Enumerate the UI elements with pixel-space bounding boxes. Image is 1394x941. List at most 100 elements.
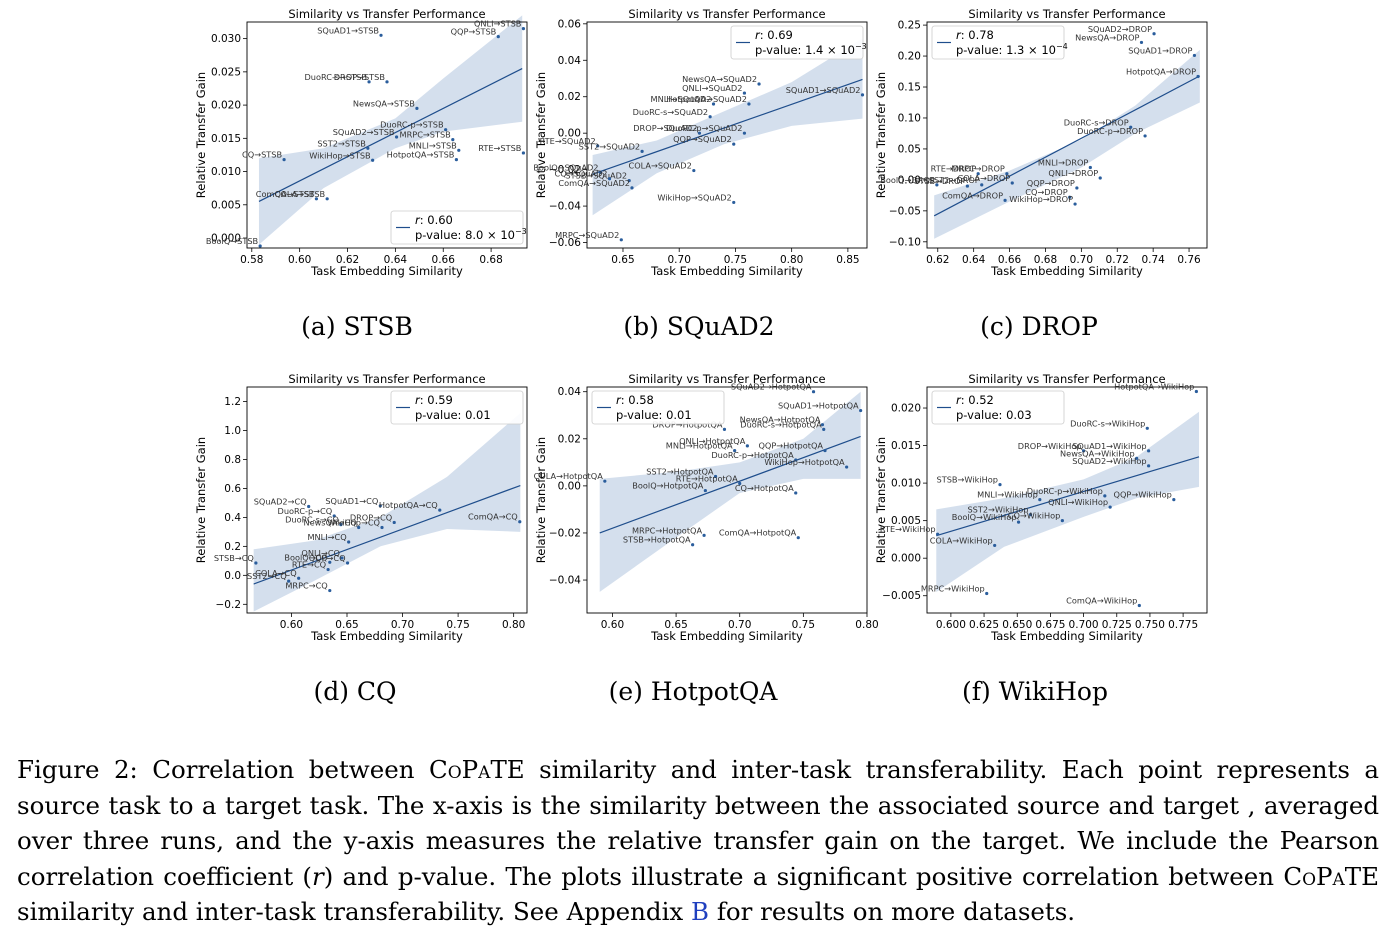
x-tick-label: 0.775	[1168, 619, 1198, 631]
data-point	[936, 532, 940, 536]
data-point	[444, 128, 448, 132]
x-tick-label: 0.85	[836, 254, 859, 266]
data-point	[697, 131, 702, 135]
point-label: BoolQ→DROP	[880, 175, 935, 185]
y-axis-label: Relative Transfer Gain	[194, 437, 208, 563]
x-tick-label: 0.75	[792, 619, 815, 631]
data-point	[794, 491, 798, 495]
legend: r: 0.60p-value: 8.0 × 10−3	[390, 210, 527, 245]
data-point	[366, 146, 370, 150]
point-label: MRPC→CQ	[285, 581, 327, 591]
data-point	[1003, 198, 1007, 202]
point-label: SQuAD2→WikiHop	[1072, 456, 1146, 466]
data-point	[703, 488, 707, 493]
y-tick-label: 0.02	[558, 91, 581, 103]
subcaption-f: (f) WikiHop	[962, 677, 1108, 706]
data-point	[371, 158, 375, 162]
subcaption-c: (c) DROP	[980, 312, 1098, 341]
chart-squad2: 0.65 0.70 0.75 0.80 0.85 −0.06 −0.04 −0.02 0.00 0…	[533, 7, 868, 278]
data-point	[822, 427, 826, 431]
y-tick-label: 0.015	[211, 133, 241, 145]
y-axis-label: Relative Transfer Gain	[874, 437, 888, 563]
x-tick-label: 0.76	[1177, 254, 1201, 266]
axes-frame	[246, 21, 528, 249]
data-point	[1068, 195, 1072, 199]
point-label: NewsQA→HotpotQA	[740, 415, 821, 425]
x-tick-label: 0.72	[1106, 254, 1129, 266]
data-point	[1103, 494, 1107, 498]
legend: r: 0.59p-value: 0.01	[390, 390, 524, 425]
confidence-band	[934, 49, 1200, 239]
y-tick-label: 0.15	[898, 82, 921, 94]
data-point	[392, 520, 396, 525]
y-tick-label: 0.00	[558, 480, 581, 492]
point-label: QQP→DROP	[1027, 178, 1075, 188]
point-label: DuoRC-p→WikiHop	[1027, 486, 1103, 496]
legend-pvalue: p-value: 8.0 × 10−3	[415, 227, 527, 242]
axes-frame	[926, 21, 1208, 249]
point-label: QNLI→DROP	[1048, 168, 1098, 178]
figure-caption: Figure 2: Correlation between CoPaTE sim…	[17, 752, 1379, 930]
point-label: SQuAD2→STSB	[333, 127, 395, 137]
data-point	[742, 91, 747, 95]
x-tick-label: 0.675	[1035, 619, 1065, 631]
point-label: WikiHop→CQ	[327, 518, 380, 528]
point-label: STSB→WikiHop	[937, 475, 998, 485]
legend-pvalue: p-value: 1.4 × 10−3	[755, 42, 867, 57]
point-label: BoolQ→STSB	[206, 236, 259, 246]
x-tick-label: 0.60	[288, 254, 311, 266]
caption-mid3: similarity and inter-task transferabilit…	[17, 897, 692, 926]
data-point	[603, 479, 607, 483]
appendix-link[interactable]: B	[691, 897, 710, 926]
data-point	[985, 591, 989, 596]
x-tick-label: 0.80	[780, 254, 803, 266]
data-point	[1152, 32, 1156, 36]
legend-pvalue: p-value: 1.3 × 10−4	[956, 42, 1068, 57]
data-point	[1088, 165, 1092, 170]
axes-frame	[586, 21, 868, 249]
data-point	[596, 144, 600, 148]
subcaption-a: (a) STSB	[301, 312, 413, 341]
data-point	[521, 151, 526, 155]
y-tick-label: 0.05	[898, 143, 921, 155]
chart-title: Similarity vs Transfer Performance	[968, 372, 1165, 386]
point-label: WikiHop→DROP	[1009, 194, 1073, 204]
data-point	[811, 390, 816, 394]
point-label: COLA→SQuAD2	[628, 161, 691, 171]
y-tick-label: 0.04	[558, 55, 582, 67]
legend-box	[931, 25, 1065, 60]
data-point	[976, 172, 980, 176]
data-point	[859, 408, 863, 413]
y-tick-label: 1.0	[224, 425, 241, 437]
x-tick-label: 0.650	[1002, 619, 1032, 631]
data-point	[708, 115, 712, 119]
data-point	[820, 423, 825, 427]
y-tick-label: 0.4	[224, 512, 241, 524]
legend-r: r: 0.59	[415, 393, 453, 407]
data-point	[340, 556, 344, 560]
data-point	[1139, 40, 1144, 45]
chart-title: Similarity vs Transfer Performance	[628, 372, 825, 386]
y-tick-label: −0.005	[882, 590, 921, 602]
data-point	[254, 561, 258, 565]
data-point	[1172, 498, 1176, 502]
data-point	[332, 514, 336, 518]
point-label: MNLI→STSB	[409, 140, 457, 150]
data-point	[711, 102, 716, 106]
point-label: SQuAD1→STSB	[317, 25, 379, 35]
point-label: DuoRC-s→WikiHop	[1070, 418, 1145, 428]
data-point	[1073, 202, 1077, 206]
x-tick-label: 0.65	[611, 254, 634, 266]
subcaption-d: (d) CQ	[313, 677, 397, 706]
x-tick-label: 0.625	[969, 619, 999, 631]
caption-mid: similarity and inter-task transferabilit…	[17, 755, 1379, 891]
point-label: MNLI→WikiHop	[977, 490, 1038, 500]
point-label: SQuAD2→DROP	[1088, 24, 1152, 34]
subcaption-e: (e) HotpotQA	[608, 677, 778, 706]
data-point	[742, 131, 747, 135]
caption-mid2: ) and p-value. The plots illustrate a si…	[323, 861, 1284, 891]
x-tick-label: 0.80	[855, 619, 878, 631]
data-point	[518, 520, 522, 524]
y-tick-label: 0.005	[211, 199, 241, 211]
chart-drop: 0.62 0.64 0.66 0.68 0.70 0.72 0.74 0.76 −0.10 −0.…	[874, 7, 1208, 278]
